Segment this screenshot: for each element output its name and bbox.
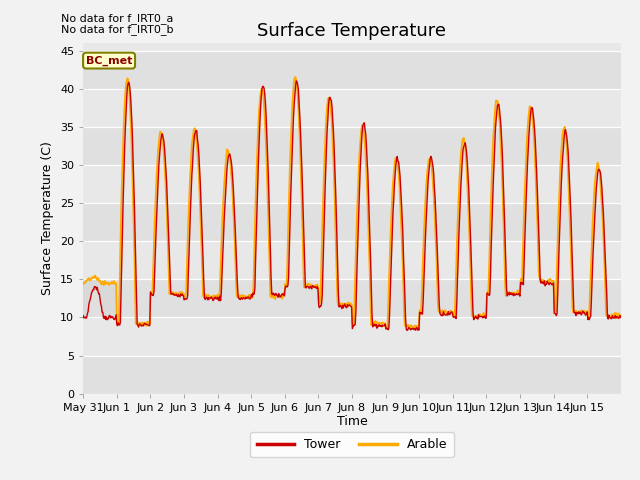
Bar [83,317,621,356]
Title: Surface Temperature: Surface Temperature [257,22,447,40]
Text: No data for f_IRT0_b: No data for f_IRT0_b [61,24,173,35]
Bar [83,165,621,203]
Bar [83,89,621,127]
Y-axis label: Surface Temperature (C): Surface Temperature (C) [42,142,54,295]
Bar [83,203,621,241]
Bar [83,241,621,279]
Bar [83,356,621,394]
Text: BC_met: BC_met [86,56,132,66]
Bar [83,127,621,165]
X-axis label: Time: Time [337,415,367,429]
Text: No data for f_IRT0_a: No data for f_IRT0_a [61,13,173,24]
Legend: Tower, Arable: Tower, Arable [250,432,454,457]
Bar [83,279,621,317]
Bar [83,51,621,89]
